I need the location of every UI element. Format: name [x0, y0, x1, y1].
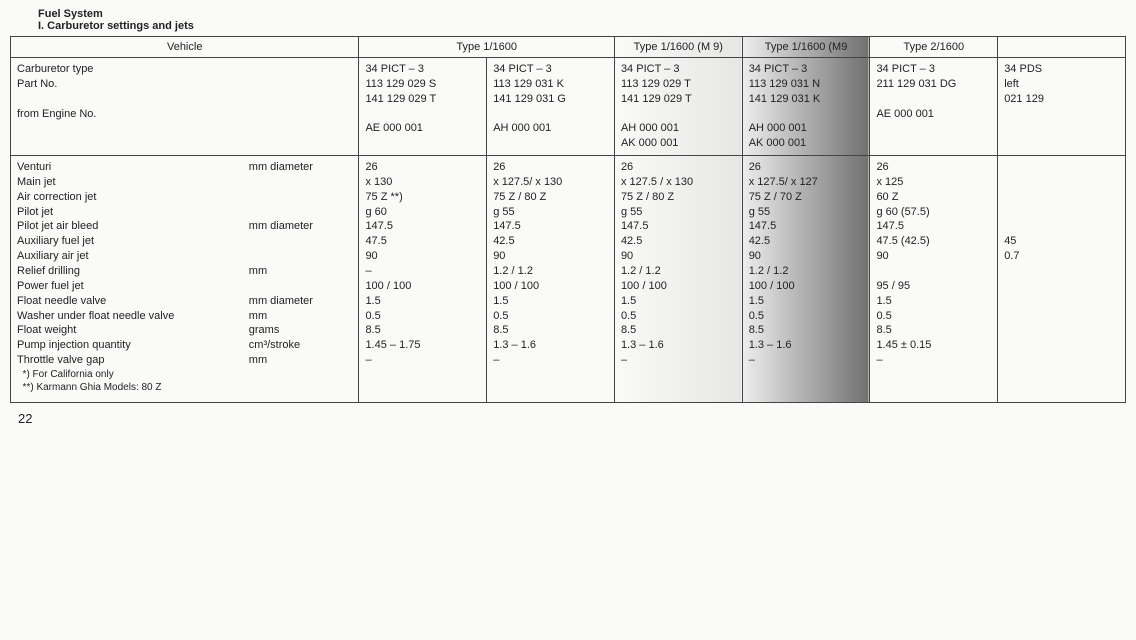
section-subtitle: I. Carburetor settings and jets [38, 20, 1126, 32]
data-c3: 26x 127.5 / x 13075 Z / 80 Zg 55147.542.… [614, 156, 742, 403]
section2-row: VenturiMain jetAir correction jetPilot j… [11, 156, 1126, 403]
labels-col: VenturiMain jetAir correction jetPilot j… [11, 156, 243, 403]
data-c6: 450.7 [998, 156, 1126, 403]
footnote-1: *) For California only [17, 368, 237, 382]
table-header-row: Vehicle Type 1/1600 Type 1/1600 (M 9) Ty… [11, 37, 1126, 58]
col-type1-1600: Type 1/1600 [359, 37, 615, 58]
s1-c6: 34 PDS left 021 129 [998, 58, 1126, 156]
section1-row: Carburetor type Part No. from Engine No.… [11, 58, 1126, 156]
footnote-2: **) Karmann Ghia Models: 80 Z [17, 381, 237, 395]
label-carb-type: Carburetor type [17, 62, 352, 77]
label-from-engine: from Engine No. [17, 107, 352, 122]
spec-table: Vehicle Type 1/1600 Type 1/1600 (M 9) Ty… [10, 36, 1126, 403]
data-c2: 26x 127.5/ x 13075 Z / 80 Zg 55147.542.5… [487, 156, 615, 403]
col-vehicle: Vehicle [11, 37, 359, 58]
s1-c2: 34 PICT – 3 113 129 031 K 141 129 031 G … [487, 58, 615, 156]
s1-c1: 34 PICT – 3 113 129 029 S 141 129 029 T … [359, 58, 487, 156]
col-type1-1600-m9: Type 1/1600 (M 9) [614, 37, 742, 58]
col-type2-1600: Type 2/1600 [870, 37, 998, 58]
units-col: mm diameter mm diameter mm mm diametermm… [243, 156, 359, 403]
data-c5: 26x 12560 Zg 60 (57.5)147.547.5 (42.5)90… [870, 156, 998, 403]
s1-c4: 34 PICT – 3 113 129 031 N 141 129 031 K … [742, 58, 870, 156]
s1-c3: 34 PICT – 3 113 129 029 T 141 129 029 T … [614, 58, 742, 156]
data-c1: 26x 13075 Z **)g 60147.547.590–100 / 100… [359, 156, 487, 403]
page-number: 22 [18, 411, 1126, 426]
s1-c5: 34 PICT – 3 211 129 031 DG AE 000 001 [870, 58, 998, 156]
col-type1-1600-m9b: Type 1/1600 (M9 [742, 37, 870, 58]
col-extra [998, 37, 1126, 58]
section-title: Fuel System [38, 8, 1126, 20]
label-part-no: Part No. [17, 77, 352, 92]
data-c4: 26x 127.5/ x 12775 Z / 70 Zg 55147.542.5… [742, 156, 870, 403]
